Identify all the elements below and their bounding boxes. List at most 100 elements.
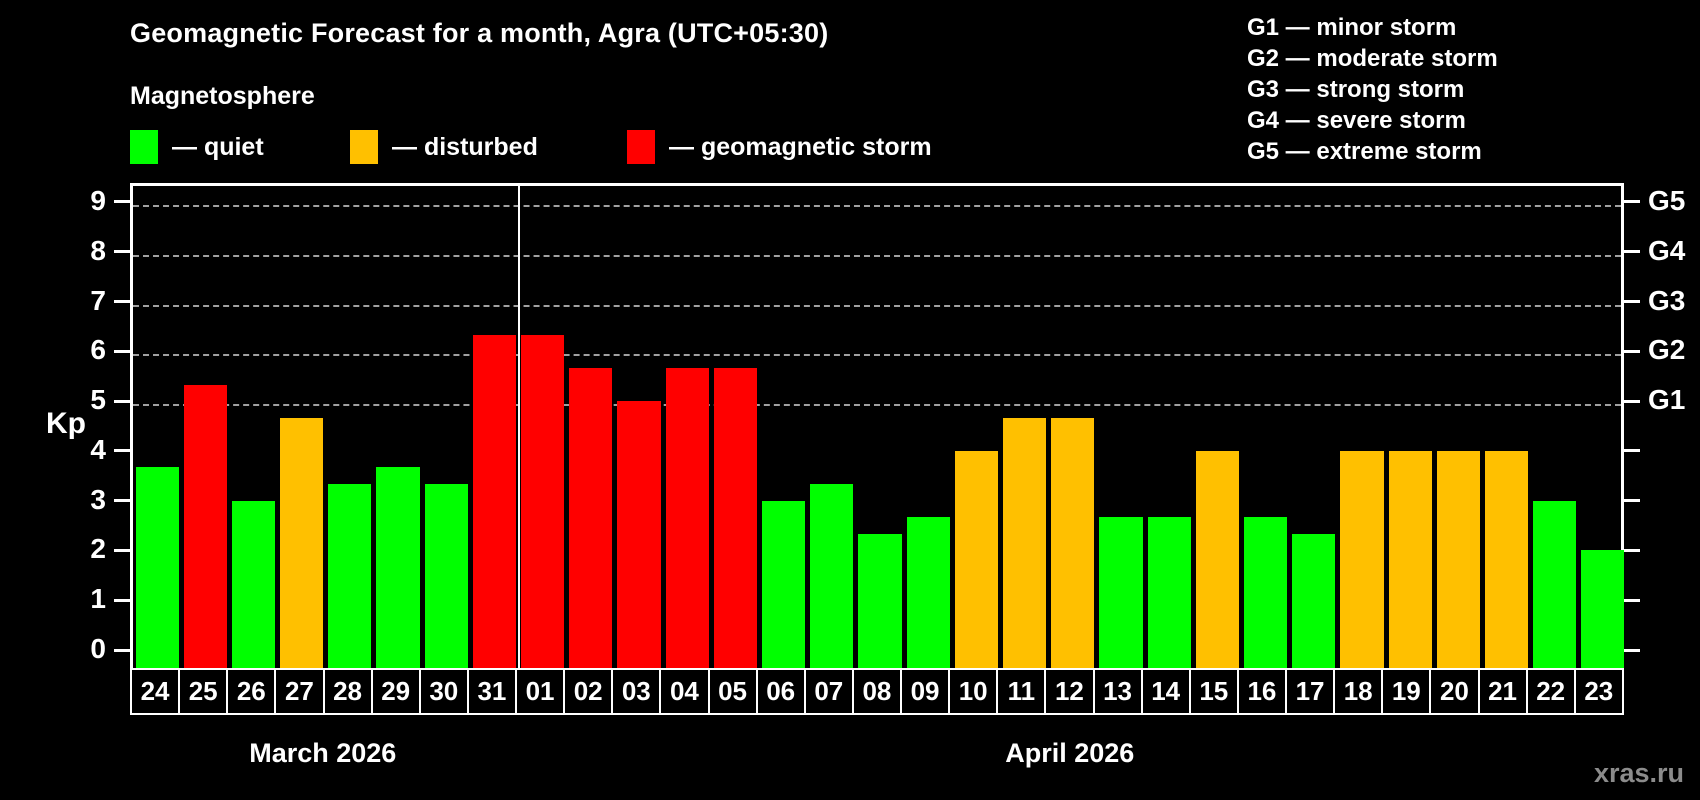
kp-bar-april-11 [1002, 417, 1047, 668]
y-tick-label-7: 7 [90, 284, 106, 316]
month-label-april: April 2026 [1005, 738, 1135, 768]
kp-bar-april-16 [1243, 517, 1288, 668]
y-tick-label-8: 8 [90, 234, 106, 266]
right-tick-9 [1624, 200, 1640, 204]
kp-bar-april-15 [1195, 450, 1239, 668]
right-tick-0 [1624, 648, 1640, 652]
kp-bar-april-05 [713, 367, 757, 668]
day-label-april-23: 23 [1573, 668, 1624, 715]
kp-bar-april-21 [1484, 450, 1529, 668]
kp-bar-april-19 [1388, 450, 1432, 668]
kp-bar-march-28 [328, 484, 372, 668]
kp-bar-march-26 [231, 500, 276, 668]
g-legend-line-1: G1 — minor storm [1247, 14, 1457, 41]
right-axis-label-g4: G4 [1648, 234, 1686, 266]
right-tick-4 [1624, 449, 1640, 453]
kp-bar-april-17 [1292, 534, 1336, 668]
y-tick-label-6: 6 [90, 334, 106, 366]
y-tick-7 [114, 300, 130, 304]
kp-bar-april-07 [810, 484, 854, 668]
magnetosphere-label: Magnetosphere [130, 82, 315, 110]
kp-bar-march-24 [135, 467, 179, 668]
y-axis-title: Kp [46, 406, 86, 440]
day-label-april-11: 11 [996, 668, 1047, 715]
gridline-kp8 [133, 254, 1621, 257]
month-label-march: March 2026 [249, 738, 397, 768]
day-label-april-08: 08 [851, 668, 902, 715]
y-tick-5 [114, 399, 130, 403]
day-label-april-13: 13 [1092, 668, 1143, 715]
y-tick-6 [114, 349, 130, 353]
day-label-april-12: 12 [1044, 668, 1095, 715]
kp-bar-april-23 [1581, 550, 1625, 668]
day-label-march-30: 30 [418, 668, 469, 715]
page-title: Geomagnetic Forecast for a month, Agra (… [130, 18, 829, 48]
day-label-april-09: 09 [900, 668, 951, 715]
right-axis-label-g3: G3 [1648, 284, 1686, 316]
y-tick-9 [114, 200, 130, 204]
g-legend-line-5: G5 — extreme storm [1247, 138, 1482, 165]
watermark: xras.ru [1593, 758, 1684, 788]
legend-item-quiet: — quiet [130, 128, 264, 166]
right-tick-3 [1624, 499, 1640, 503]
g-legend-line-4: G4 — severe storm [1247, 107, 1466, 134]
plot-area [130, 183, 1625, 668]
legend-item-disturbed: — disturbed [350, 128, 538, 166]
day-label-april-20: 20 [1429, 668, 1480, 715]
day-label-march-31: 31 [466, 668, 517, 715]
kp-bar-april-20 [1436, 450, 1480, 668]
y-tick-label-2: 2 [90, 533, 106, 565]
kp-bar-april-09 [906, 517, 950, 668]
day-label-april-05: 05 [707, 668, 758, 715]
kp-bar-april-02 [569, 367, 613, 668]
y-tick-2 [114, 548, 130, 552]
kp-bar-march-31 [472, 334, 517, 668]
day-label-march-24: 24 [130, 668, 181, 715]
kp-bar-april-14 [1147, 517, 1191, 668]
kp-bar-march-30 [424, 484, 468, 668]
legend-swatch-disturbed [350, 130, 378, 164]
day-label-march-27: 27 [274, 668, 325, 715]
kp-bar-march-25 [183, 384, 227, 668]
kp-bar-april-10 [954, 450, 998, 668]
right-tick-8 [1624, 250, 1640, 254]
kp-bar-march-27 [280, 417, 324, 668]
y-tick-label-3: 3 [90, 483, 106, 515]
kp-bar-april-04 [665, 367, 709, 668]
kp-bar-april-03 [617, 401, 661, 668]
kp-bar-april-22 [1533, 500, 1577, 668]
day-label-april-03: 03 [611, 668, 662, 715]
gridline-kp5 [133, 404, 1621, 407]
month-separator [517, 186, 520, 668]
day-label-april-07: 07 [803, 668, 854, 715]
legend-label-quiet: — quiet [172, 132, 264, 161]
right-tick-5 [1624, 399, 1640, 403]
y-tick-label-4: 4 [90, 433, 106, 465]
day-label-april-22: 22 [1525, 668, 1576, 715]
kp-bar-april-06 [762, 500, 806, 668]
kp-bar-march-29 [376, 467, 420, 668]
gridline-kp7 [133, 304, 1621, 307]
legend-label-storm: — geomagnetic storm [669, 132, 932, 161]
day-label-april-21: 21 [1477, 668, 1528, 715]
right-tick-7 [1624, 300, 1640, 304]
day-label-april-15: 15 [1188, 668, 1239, 715]
day-label-april-18: 18 [1333, 668, 1384, 715]
right-axis-label-g1: G1 [1648, 384, 1686, 416]
day-label-april-10: 10 [948, 668, 999, 715]
day-label-april-19: 19 [1381, 668, 1432, 715]
kp-bar-april-13 [1099, 517, 1143, 668]
legend-label-disturbed: — disturbed [392, 132, 538, 161]
g-scale-legend: G1 — minor storm G2 — moderate storm G3 — … [1247, 12, 1498, 167]
day-label-april-16: 16 [1236, 668, 1287, 715]
y-tick-label-1: 1 [90, 583, 106, 615]
legend-swatch-quiet [130, 130, 158, 164]
right-tick-6 [1624, 349, 1640, 353]
y-tick-0 [114, 648, 130, 652]
y-tick-1 [114, 598, 130, 602]
day-label-april-06: 06 [755, 668, 806, 715]
g-legend-line-3: G3 — strong storm [1247, 76, 1465, 103]
day-label-april-01: 01 [515, 668, 566, 715]
kp-bar-april-18 [1340, 450, 1384, 668]
y-tick-label-9: 9 [90, 184, 106, 216]
